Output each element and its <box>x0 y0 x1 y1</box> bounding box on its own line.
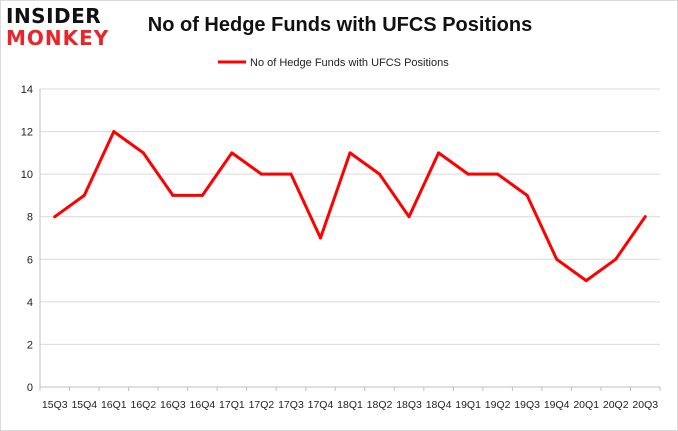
insider-monkey-logo: INSIDER MONKEY <box>6 6 126 48</box>
x-tick-label: 15Q4 <box>71 399 97 411</box>
data-point <box>525 193 529 197</box>
chart-title: No of Hedge Funds with UFCS Positions <box>147 14 533 36</box>
data-point <box>141 151 145 155</box>
y-tick-label: 2 <box>27 339 33 351</box>
data-point <box>555 257 559 261</box>
x-axis-ticks: 15Q3 15Q4 16Q1 16Q2 16Q3 16Q4 17Q1 17Q2 17Q3 17Q4… <box>39 387 661 411</box>
data-point <box>230 151 234 155</box>
data-point <box>437 151 441 155</box>
x-tick-label: 18Q2 <box>367 399 393 411</box>
data-point <box>407 215 411 219</box>
x-tick-label: 18Q1 <box>337 399 363 411</box>
data-point <box>378 172 382 176</box>
data-point <box>348 151 352 155</box>
data-point <box>643 215 647 219</box>
x-tick-label: 18Q4 <box>426 399 452 411</box>
y-tick-label: 4 <box>27 297 33 309</box>
data-point <box>289 172 293 176</box>
series-layer <box>53 130 647 283</box>
legend: No of Hedge Funds with UFCS Positions <box>218 57 449 69</box>
legend-label: No of Hedge Funds with UFCS Positions <box>250 57 449 69</box>
logo-line-1: INSIDER <box>6 4 102 28</box>
data-point <box>466 172 470 176</box>
x-tick-label: 20Q3 <box>632 399 658 411</box>
x-tick-label: 17Q4 <box>308 399 334 411</box>
x-tick-label: 19Q1 <box>455 399 481 411</box>
x-tick-label: 19Q4 <box>544 399 570 411</box>
x-tick-label: 20Q1 <box>573 399 599 411</box>
x-tick-label: 19Q3 <box>514 399 540 411</box>
y-tick-label: 0 <box>27 382 33 394</box>
y-tick-label: 14 <box>21 84 33 96</box>
x-tick-label: 18Q3 <box>396 399 422 411</box>
x-tick-label: 19Q2 <box>485 399 511 411</box>
logo-line-2: MONKEY <box>6 26 110 50</box>
x-tick-label: 17Q3 <box>278 399 304 411</box>
y-tick-label: 6 <box>27 254 33 266</box>
x-tick-label: 15Q3 <box>42 399 68 411</box>
data-point <box>200 193 204 197</box>
data-point <box>171 193 175 197</box>
x-tick-label: 20Q2 <box>603 399 629 411</box>
y-tick-label: 8 <box>27 212 33 224</box>
x-tick-label: 17Q2 <box>249 399 275 411</box>
data-point <box>318 236 322 240</box>
x-tick-label: 16Q4 <box>190 399 216 411</box>
gridlines <box>39 88 660 388</box>
y-axis-ticks: 0 2 4 6 8 10 12 14 <box>21 84 33 394</box>
x-tick-label: 16Q1 <box>101 399 127 411</box>
data-point <box>112 130 116 134</box>
x-tick-label: 17Q1 <box>219 399 245 411</box>
y-tick-label: 10 <box>21 169 33 181</box>
data-point <box>259 172 263 176</box>
y-tick-label: 12 <box>21 127 33 139</box>
data-point <box>82 193 86 197</box>
data-point <box>53 215 57 219</box>
x-tick-label: 16Q3 <box>160 399 186 411</box>
data-point <box>496 172 500 176</box>
x-tick-label: 16Q2 <box>130 399 156 411</box>
data-point <box>614 257 618 261</box>
data-point <box>584 279 588 283</box>
